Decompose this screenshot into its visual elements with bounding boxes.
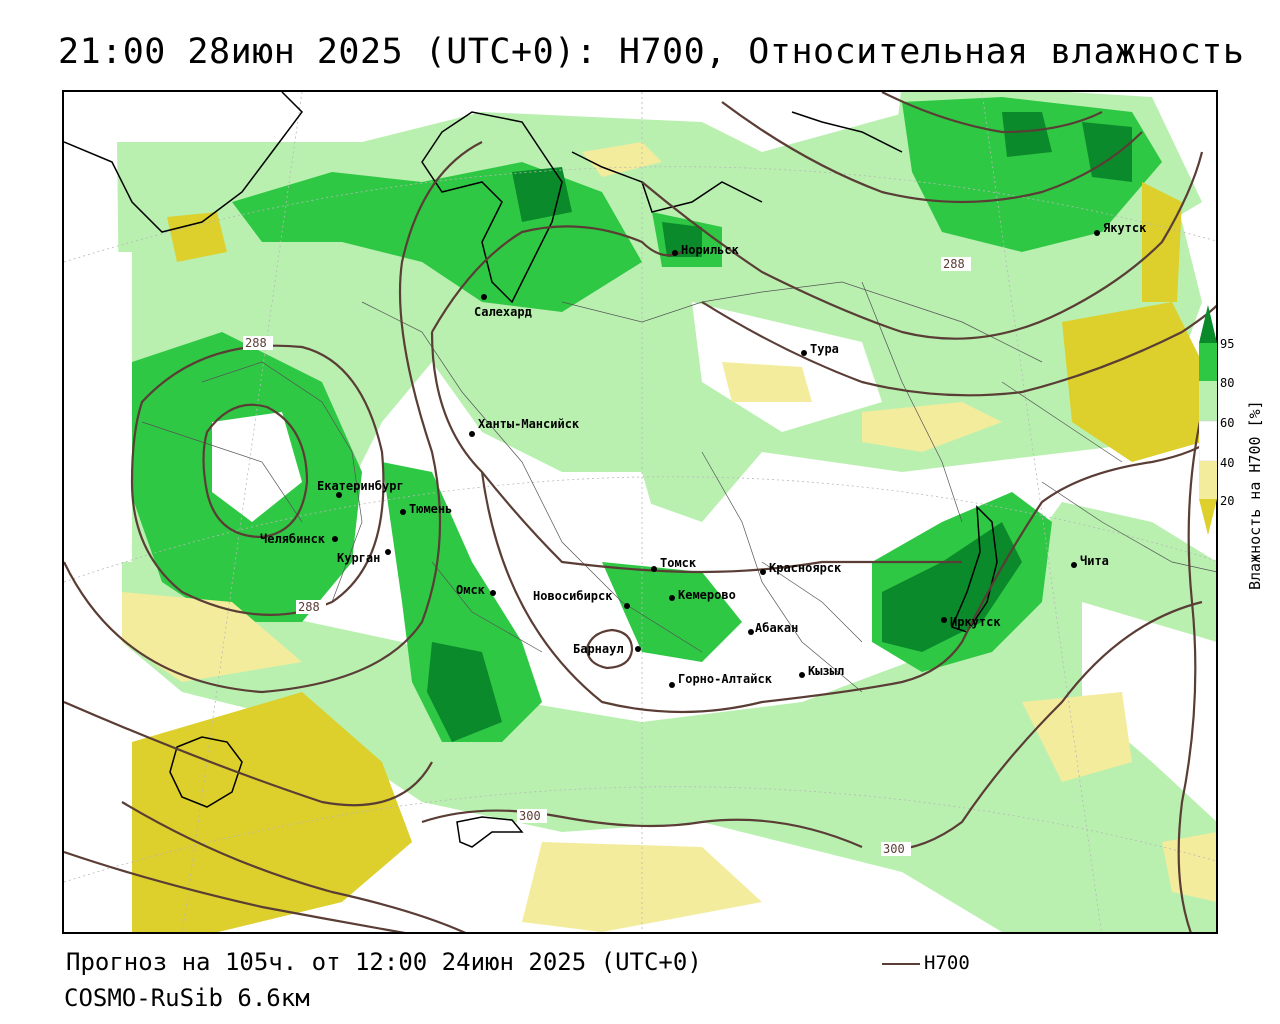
- isoline-label: 288: [245, 336, 267, 350]
- isoline-label-bg: [243, 336, 273, 350]
- isoline-labels: 288 288 288 300 300: [243, 257, 971, 856]
- city-label: Норильск: [681, 243, 740, 257]
- city-dot: [336, 492, 342, 498]
- city-dot: [672, 250, 678, 256]
- isoline-label: 300: [519, 809, 541, 823]
- city-dot: [490, 590, 496, 596]
- city-dot: [1094, 230, 1100, 236]
- city-label: Челябинск: [260, 532, 326, 546]
- isoline-label: 288: [943, 257, 965, 271]
- city-dot: [469, 431, 475, 437]
- city-dot: [748, 629, 754, 635]
- colorbar-title: Влажность на H700 [%]: [1246, 400, 1264, 590]
- map-canvas: 288 288 288 300 300 Якутск Норильск Сале…: [64, 92, 1216, 932]
- forecast-info: Прогноз на 105ч. от 12:00 24июн 2025 (UT…: [66, 948, 702, 976]
- city-dot: [1071, 562, 1077, 568]
- region-borders: [141, 281, 1216, 693]
- city-dot: [669, 682, 675, 688]
- model-name: COSMO-RuSib 6.6км: [64, 984, 310, 1012]
- city-markers: Якутск Норильск Салехард Тура Ханты-Манс…: [260, 221, 1147, 688]
- city-label: Екатеринбург: [317, 479, 404, 493]
- city-label: Томск: [660, 556, 697, 570]
- isoline-label-bg: [296, 600, 326, 614]
- city-dot: [799, 672, 805, 678]
- city-label: Кызыл: [808, 664, 844, 678]
- city-label: Ханты-Мансийск: [478, 417, 580, 431]
- city-dot: [385, 549, 391, 555]
- colorbar-tick: 80: [1220, 376, 1235, 390]
- legend-label: H700: [924, 952, 970, 974]
- city-dot: [624, 603, 630, 609]
- isoline-legend: H700: [882, 952, 970, 974]
- isoline-label-bg: [941, 257, 971, 271]
- graticule: [64, 92, 1216, 932]
- city-dot: [481, 294, 487, 300]
- isoline-label: 288: [298, 600, 320, 614]
- isoline-label-bg: [881, 842, 911, 856]
- city-label: Иркутск: [950, 615, 1001, 629]
- city-dot: [801, 350, 807, 356]
- city-label: Барнаул: [573, 642, 624, 656]
- city-label: Чита: [1080, 554, 1109, 568]
- city-label: Салехард: [474, 305, 532, 319]
- city-label: Красноярск: [769, 561, 842, 575]
- city-label: Якутск: [1103, 221, 1147, 235]
- city-label: Горно-Алтайск: [678, 672, 773, 686]
- humidity-colorbar: [1199, 305, 1217, 535]
- map-panel: 288 288 288 300 300 Якутск Норильск Сале…: [62, 90, 1218, 934]
- legend-line-swatch: [882, 962, 920, 965]
- city-label: Кемерово: [678, 588, 736, 602]
- city-dot: [400, 509, 406, 515]
- city-dot: [635, 646, 641, 652]
- city-label: Курган: [337, 551, 380, 565]
- city-dot: [760, 569, 766, 575]
- city-dot: [651, 566, 657, 572]
- city-dot: [669, 595, 675, 601]
- h700-isolines: [64, 92, 1216, 932]
- isoline-label-bg: [517, 809, 547, 823]
- city-dot: [332, 536, 338, 542]
- city-label: Тура: [810, 342, 839, 356]
- colorbar-tick: 20: [1220, 494, 1235, 508]
- city-dot: [941, 617, 947, 623]
- humidity-field: [64, 92, 1216, 932]
- coastlines: [64, 92, 998, 848]
- isoline-label: 300: [883, 842, 905, 856]
- colorbar-tick: 40: [1220, 456, 1235, 470]
- city-label: Омск: [456, 583, 486, 597]
- city-label: Тюмень: [409, 502, 452, 516]
- map-title: 21:00 28июн 2025 (UTC+0): H700, Относите…: [58, 32, 1245, 72]
- city-label: Новосибирск: [533, 589, 613, 603]
- city-label: Абакан: [755, 621, 798, 635]
- colorbar-tick: 60: [1220, 416, 1235, 430]
- colorbar-tick: 95: [1220, 337, 1235, 351]
